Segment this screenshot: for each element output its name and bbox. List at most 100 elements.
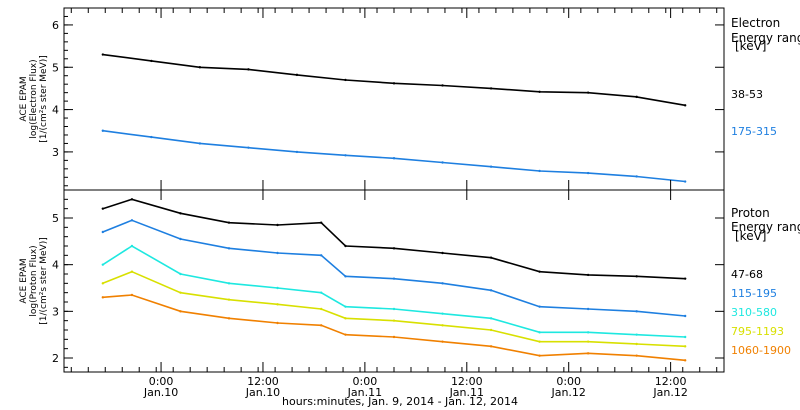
proton-data-point [392,319,396,322]
x-tick-time-label: 0:00 [149,375,174,388]
proton-legend-title-line3: [keV] [735,229,766,243]
proton-legend-entry: 795-1193 [731,325,784,338]
proton-data-point [683,359,687,362]
proton-ytick-label: 3 [52,305,59,318]
proton-data-point [392,247,396,250]
proton-data-point [538,354,541,357]
electron-legend: 38-53 175-315 [731,88,777,138]
proton-data-point [392,277,396,280]
proton-legend-title-line1: Proton [731,206,770,220]
proton-data-point [441,251,444,255]
electron-data-point [538,169,541,173]
proton-data-point [276,251,279,255]
proton-data-point [538,331,541,334]
electron-data-point [635,95,638,99]
proton-data-point [441,340,444,343]
electron-ylabel-line3: [1/(cm²s ster MeV)] [39,55,49,142]
electron-data-point [150,59,153,63]
proton-ytick-label: 5 [52,212,59,225]
electron-series-line-175-315 [102,129,686,183]
proton-plot-frame [63,189,725,373]
x-tick-time-label: 0:00 [556,375,581,388]
electron-y-ticks: 3 4 5 6 [52,15,724,187]
proton-data-point [227,317,231,320]
proton-data-point [489,256,493,259]
electron-data-point [586,171,590,175]
proton-legend-entry: 1060-1900 [731,344,791,357]
proton-data-point [344,275,347,278]
x-tick-time-label: 12:00 [451,375,483,388]
electron-data-point [489,165,493,168]
proton-data-point [320,291,323,294]
proton-data-point [276,223,279,227]
proton-data-point [130,270,134,273]
proton-data-point [683,345,687,348]
electron-ytick-label: 6 [52,19,59,32]
proton-data-point [635,333,638,336]
proton-data-point [130,293,134,297]
proton-data-point [683,314,687,318]
x-tick-time-label: 0:00 [353,375,378,388]
proton-data-point [101,263,105,266]
proton-data-point [392,307,396,311]
electron-ylabel-line2: log(Electron Flux) [29,59,39,138]
proton-data-point [101,230,105,234]
proton-legend-entry: 47-68 [731,268,763,281]
electron-ytick-label: 5 [52,61,59,74]
proton-data-point [276,303,279,306]
electron-data-point [441,161,444,164]
electron-data-point [295,73,299,77]
proton-data-point [130,244,134,248]
proton-data-point [441,282,444,285]
proton-ylabel-line3: [1/(cm²s ster MeV)] [39,237,49,324]
proton-data-point [635,275,638,278]
proton-data-point [489,328,493,332]
electron-series-line-38-53 [102,53,686,107]
proton-data-point [101,296,105,299]
electron-ytick-label: 4 [52,104,59,117]
proton-data-point [276,286,279,290]
x-axis: 0:00Jan.1012:00Jan.100:00Jan.1112:00Jan.… [70,8,718,399]
proton-ylabel-line2: log(Proton Flux) [29,245,39,316]
electron-legend-entry: 38-53 [731,88,763,101]
proton-data-point [683,277,687,280]
proton-data-point [586,352,590,355]
proton-panel: 2 3 4 5 ACE EPAM log(Proton Flux) [1/(cm²s … [19,189,800,373]
proton-data-point [179,272,182,276]
proton-data-point [683,335,687,339]
proton-data-point [227,298,231,301]
proton-data-point [538,305,541,308]
electron-data-point [247,68,250,71]
electron-ytick-label: 3 [52,146,59,159]
proton-data-point [179,212,182,215]
electron-data-point [392,82,396,85]
x-tick-date-label: Jan.10 [245,386,280,399]
proton-series-line-795-1193 [102,270,686,348]
proton-series-line-115-195 [102,219,686,317]
proton-data-point [538,340,541,343]
x-tick-time-label: 12:00 [247,375,279,388]
proton-ytick-label: 4 [52,259,59,272]
electron-panel: 3 4 5 6 ACE EPAM log(Electron Flux) [1/(cm²… [19,7,800,191]
electron-plot-frame [63,7,725,191]
proton-data-point [489,345,493,348]
proton-data-point [635,354,638,357]
proton-series-line-47-68 [102,198,686,280]
proton-series-line-1060-1900 [102,294,686,362]
proton-data-point [441,312,444,315]
proton-series-line-310-580 [102,245,686,338]
electron-data-point [538,90,541,94]
x-axis-label: hours:minutes, Jan. 9, 2014 - Jan. 12, 2… [282,395,518,408]
electron-data-point [392,157,396,160]
proton-data-point [179,310,182,313]
proton-data-point [179,291,182,294]
proton-data-point [130,219,134,222]
electron-data-point [683,180,687,183]
proton-data-point [392,335,396,339]
electron-data-point [101,129,105,132]
electron-ylabel-line1: ACE EPAM [19,76,29,121]
x-tick-date-label: Jan.12 [652,386,687,399]
proton-data-point [538,270,541,273]
proton-series [101,198,687,362]
